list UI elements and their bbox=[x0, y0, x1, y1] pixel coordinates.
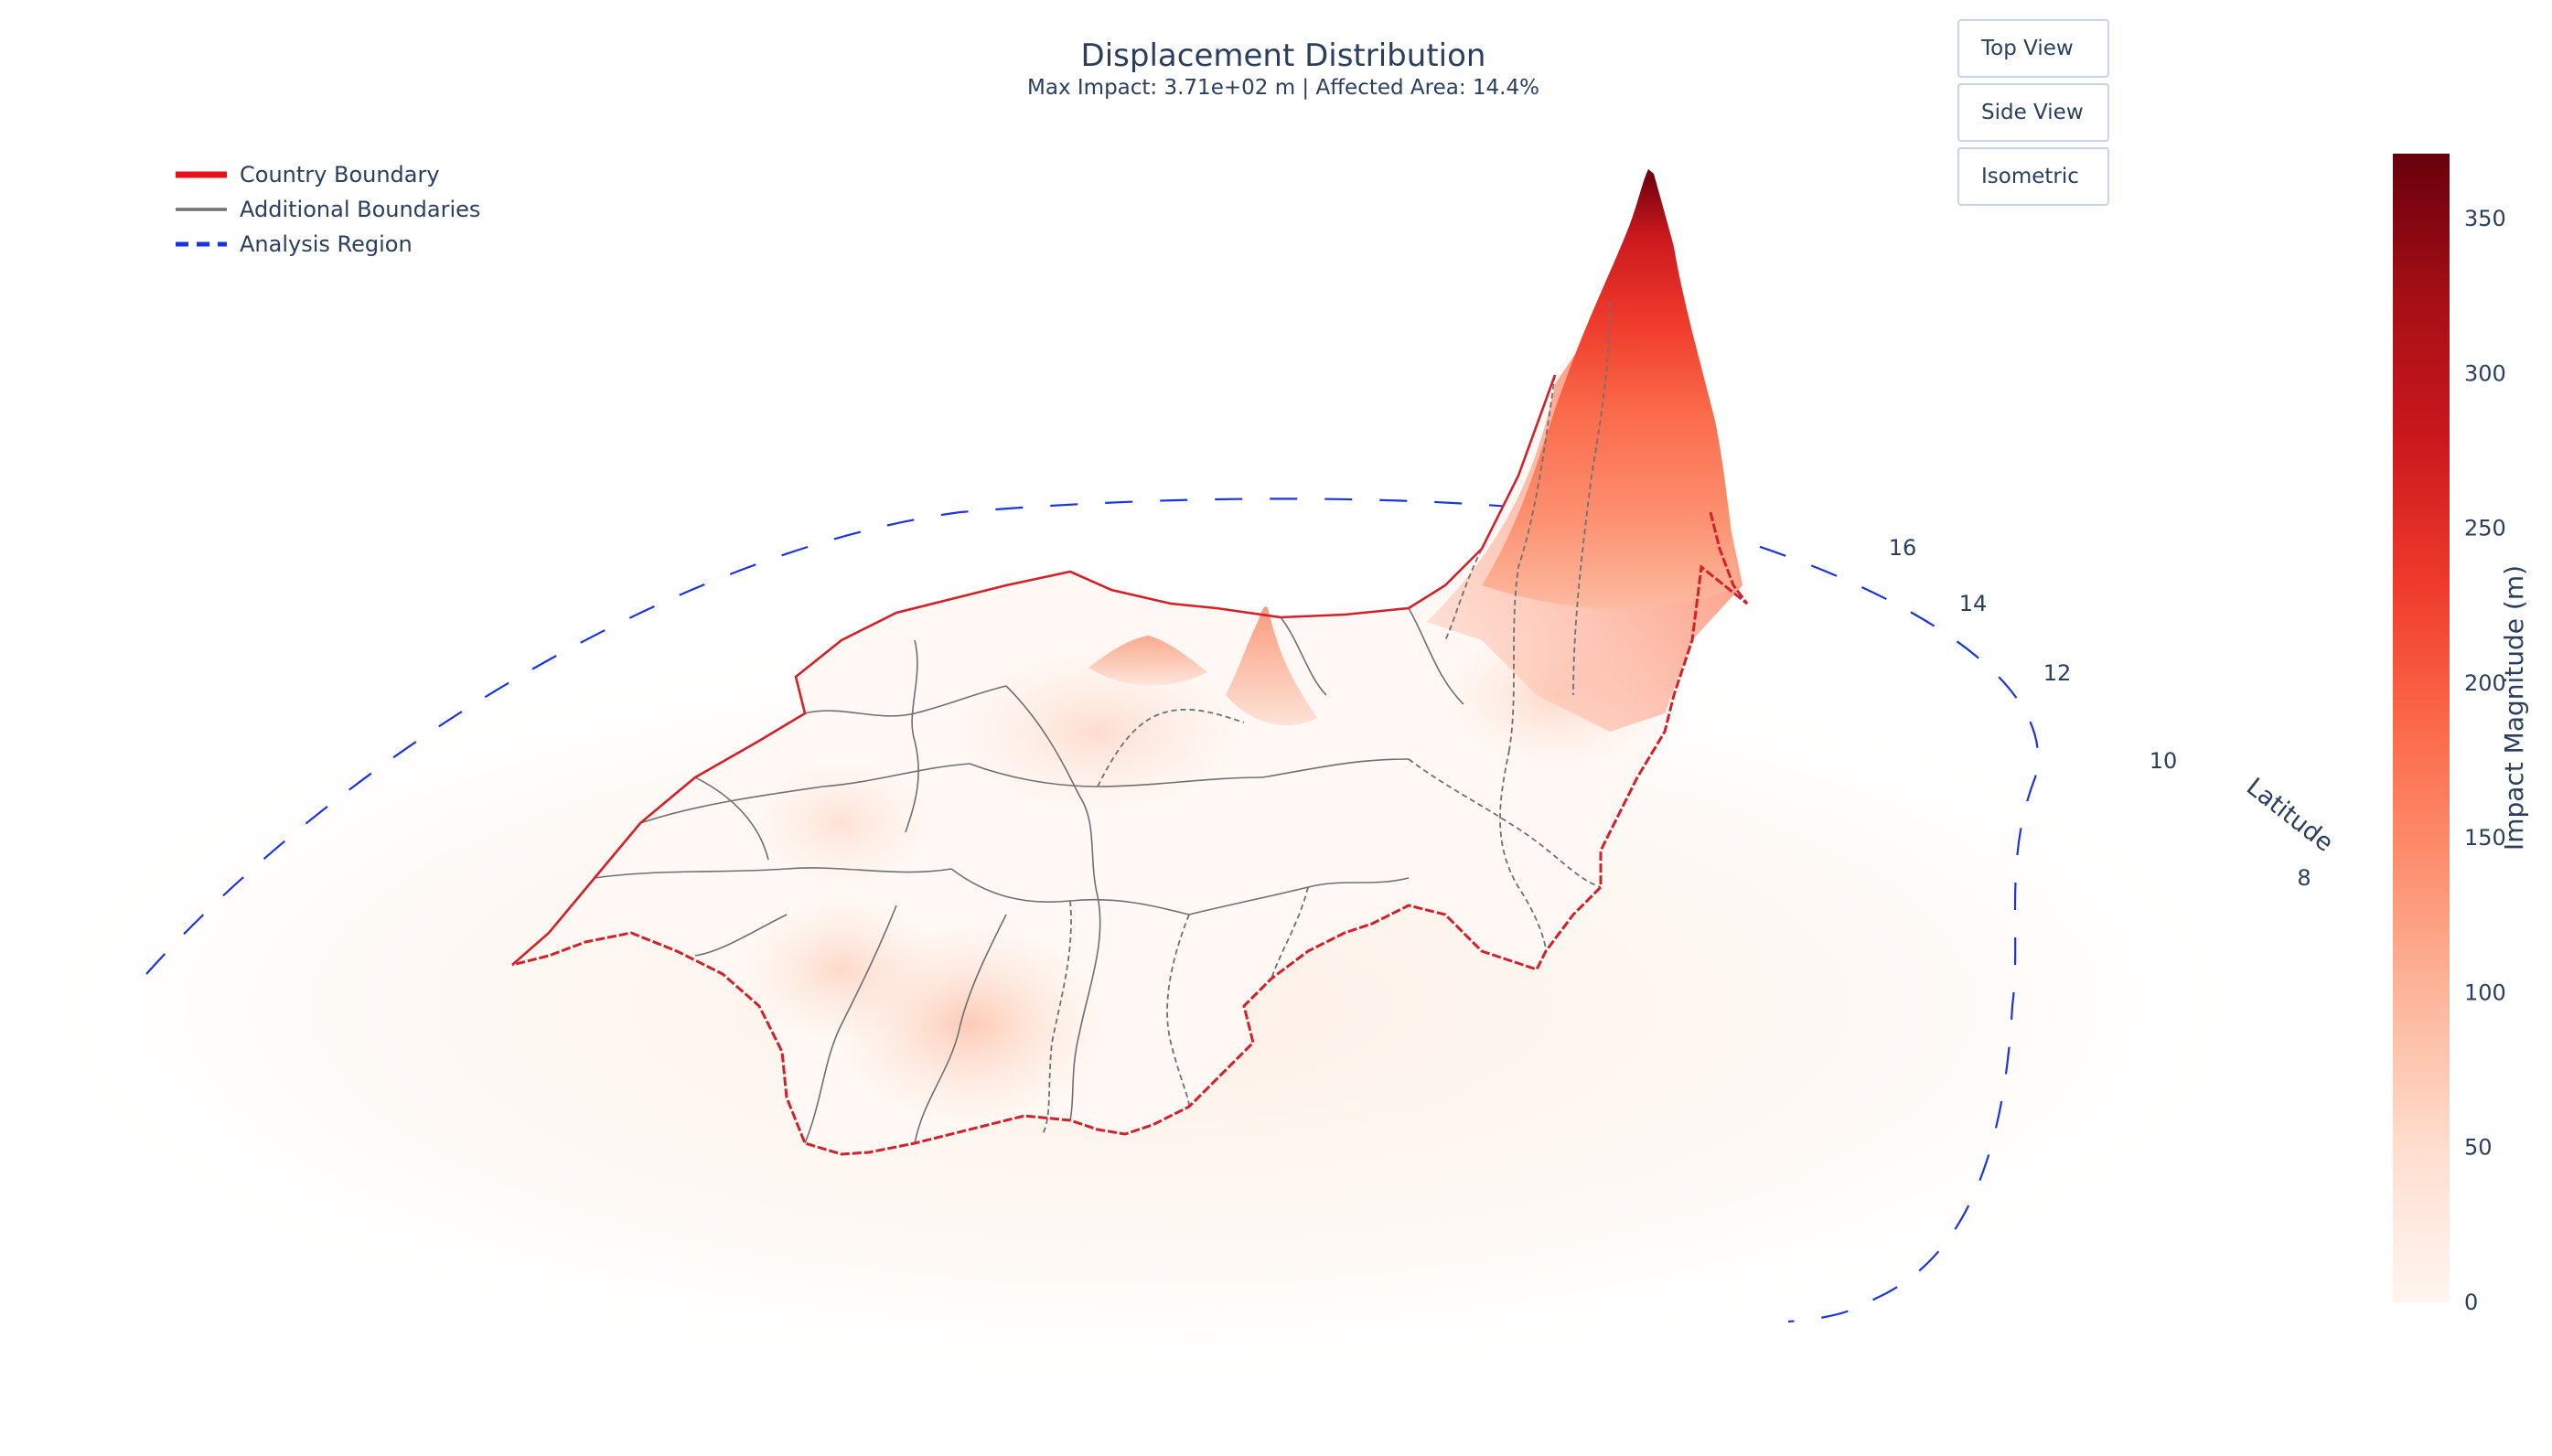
colorbar-tick-label: 200 bbox=[2464, 670, 2506, 696]
additional-boundaries-dashed bbox=[1042, 301, 1611, 1135]
impact-blob-west bbox=[750, 759, 933, 887]
legend-item-country-boundary[interactable]: Country Boundary bbox=[174, 158, 440, 191]
latitude-axis-title: Latitude bbox=[2241, 773, 2339, 858]
legend-item-additional-boundaries[interactable]: Additional Boundaries bbox=[174, 193, 480, 226]
impact-peak-main bbox=[1482, 169, 1738, 610]
colorbar-tick-label: 300 bbox=[2464, 360, 2506, 386]
lat-tick-16: 16 bbox=[1889, 535, 1917, 561]
country-boundary bbox=[511, 374, 1557, 966]
impact-peak-secondary bbox=[1226, 606, 1317, 725]
colorbar-tick-label: 50 bbox=[2464, 1135, 2493, 1161]
legend-label: Analysis Region bbox=[240, 231, 413, 257]
colorbar-title: Impact Magnitude (m) bbox=[2499, 565, 2529, 851]
colorbar: 0 50 100 150 200 250 300 350 Impact Magnitude (… bbox=[2393, 154, 2529, 1315]
colorbar-ticks: 0 50 100 150 200 250 300 350 bbox=[2464, 206, 2506, 1315]
side-view-button[interactable]: Side View bbox=[1957, 83, 2109, 142]
country-boundary-east bbox=[511, 511, 1749, 1156]
lat-tick-12: 12 bbox=[2043, 660, 2072, 686]
colorbar-tick-label: 250 bbox=[2464, 516, 2506, 541]
chart-subtitle: Max Impact: 3.71e+02 m | Affected Area: … bbox=[1027, 76, 1539, 100]
isometric-button[interactable]: Isometric bbox=[1957, 147, 2109, 206]
legend-swatch-dash bbox=[176, 241, 227, 247]
legend-swatch-solid bbox=[176, 208, 227, 211]
legend-item-analysis-region[interactable]: Analysis Region bbox=[174, 228, 413, 261]
impact-peak-tertiary bbox=[1088, 636, 1207, 686]
impact-blob-center bbox=[951, 649, 1244, 814]
lat-tick-14: 14 bbox=[1959, 591, 1988, 616]
colorbar-tick-label: 350 bbox=[2464, 206, 2506, 231]
top-view-button[interactable]: Top View bbox=[1957, 19, 2109, 78]
legend-label: Country Boundary bbox=[240, 162, 440, 187]
colorbar-tick-label: 0 bbox=[2464, 1290, 2478, 1315]
colorbar-tick-label: 100 bbox=[2464, 980, 2506, 1005]
lat-tick-8: 8 bbox=[2297, 865, 2311, 891]
colorbar-gradient bbox=[2393, 154, 2450, 1302]
impact-blob-southwest bbox=[741, 896, 942, 1043]
legend-label: Additional Boundaries bbox=[240, 197, 481, 222]
lat-tick-10: 10 bbox=[2150, 748, 2178, 774]
additional-boundaries bbox=[594, 607, 1464, 1144]
legend-swatch-solid-thick bbox=[176, 171, 227, 178]
chart-title: Displacement Distribution bbox=[1081, 37, 1486, 74]
colorbar-tick-label: 150 bbox=[2464, 825, 2506, 851]
